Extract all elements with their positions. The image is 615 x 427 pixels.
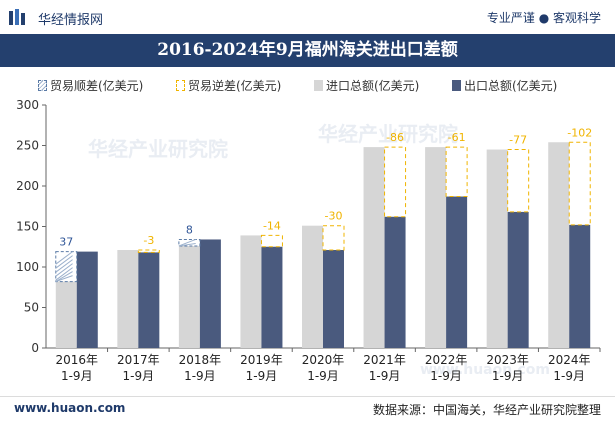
import-bar bbox=[55, 281, 77, 348]
x-category-label: 2017年 1-9月 bbox=[117, 353, 160, 383]
legend-label-deficit: 贸易逆差(亿美元) bbox=[188, 78, 282, 93]
x-category-label: 2023年 1-9月 bbox=[486, 353, 529, 383]
x-category-label: 2020年 1-9月 bbox=[302, 353, 345, 383]
balance-data-label: -3 bbox=[143, 234, 154, 247]
slogan: 专业严谨 ● 客观科学 bbox=[486, 11, 601, 25]
brand-name: 华经情报网 bbox=[38, 13, 104, 28]
balance-data-label: -102 bbox=[567, 126, 592, 139]
y-tick-label: 100 bbox=[16, 260, 39, 274]
balance-data-label: -30 bbox=[325, 210, 343, 223]
export-bar bbox=[446, 196, 468, 348]
x-category-label: 2016年 1-9月 bbox=[56, 353, 99, 383]
export-bar bbox=[384, 216, 406, 348]
deficit-box bbox=[322, 225, 345, 251]
brand-logo-icon bbox=[9, 9, 25, 25]
legend-item-surplus: 贸易顺差(亿美元) bbox=[38, 77, 143, 93]
legend-item-export: 出口总额(亿美元) bbox=[452, 77, 557, 93]
surplus-hatch bbox=[178, 242, 196, 247]
deficit-box bbox=[507, 149, 530, 213]
y-tick-label: 150 bbox=[16, 220, 39, 234]
footer-website: www.huaon.com bbox=[14, 401, 126, 415]
y-tick-label: 250 bbox=[16, 139, 39, 153]
y-tick-label: 50 bbox=[24, 301, 39, 315]
legend-label-import: 进口总额(亿美元) bbox=[326, 78, 420, 93]
import-bar bbox=[117, 249, 139, 348]
surplus-box bbox=[178, 238, 201, 247]
y-tick-label: 0 bbox=[31, 341, 39, 355]
surplus-hatch bbox=[55, 251, 73, 265]
surplus-hatch bbox=[55, 275, 73, 283]
import-bar bbox=[486, 149, 508, 348]
legend-label-surplus: 贸易顺差(亿美元) bbox=[50, 78, 144, 93]
x-category-label: 2024年 1-9月 bbox=[548, 353, 591, 383]
surplus-hatch bbox=[55, 271, 73, 283]
balance-data-label: 8 bbox=[186, 223, 193, 236]
y-tick-label: 200 bbox=[16, 179, 39, 193]
footer-source: 数据来源：中国海关，华经产业研究院整理 bbox=[372, 403, 601, 417]
export-bar bbox=[138, 252, 160, 348]
legend-swatch-deficit bbox=[176, 79, 185, 91]
export-bar bbox=[323, 249, 344, 348]
x-category-label: 2021年 1-9月 bbox=[363, 353, 406, 383]
deficit-box bbox=[384, 146, 407, 218]
surplus-hatch bbox=[55, 259, 73, 273]
deficit-box bbox=[445, 146, 468, 198]
deficit-box bbox=[568, 141, 591, 226]
export-bar bbox=[199, 239, 221, 348]
export-bar bbox=[76, 251, 98, 348]
export-bar bbox=[507, 211, 529, 348]
legend-swatch-export bbox=[452, 79, 461, 91]
legend-swatch-import bbox=[314, 79, 323, 91]
import-bar bbox=[178, 245, 200, 348]
footer-divider bbox=[0, 396, 615, 397]
surplus-hatch bbox=[178, 238, 196, 247]
top-bar: 华经情报网 专业严谨 ● 客观科学 bbox=[0, 0, 615, 34]
balance-data-label: -14 bbox=[263, 219, 281, 232]
balance-data-label: -77 bbox=[509, 134, 527, 147]
surplus-box bbox=[55, 251, 78, 283]
balance-data-label: -86 bbox=[386, 131, 404, 144]
balance-data-label: -61 bbox=[448, 131, 466, 144]
export-bar bbox=[569, 224, 591, 348]
deficit-box bbox=[137, 249, 160, 253]
import-bar bbox=[363, 147, 385, 348]
import-bar bbox=[425, 147, 447, 348]
legend: 贸易顺差(亿美元) 贸易逆差(亿美元) 进口总额(亿美元) 出口总额(亿美元) bbox=[38, 77, 598, 93]
balance-data-label: 37 bbox=[59, 236, 73, 249]
title-band bbox=[0, 34, 615, 67]
surplus-hatch bbox=[55, 263, 73, 277]
surplus-hatch bbox=[55, 267, 73, 281]
x-category-label: 2019年 1-9月 bbox=[240, 353, 283, 383]
import-bar bbox=[240, 235, 262, 348]
legend-item-deficit: 贸易逆差(亿美元) bbox=[176, 77, 281, 93]
x-category-label: 2018年 1-9月 bbox=[179, 353, 222, 383]
x-category-label: 2022年 1-9月 bbox=[425, 353, 468, 383]
legend-item-import: 进口总额(亿美元) bbox=[314, 77, 419, 93]
legend-swatch-surplus bbox=[38, 79, 47, 91]
surplus-hatch bbox=[55, 255, 73, 269]
legend-label-export: 出口总额(亿美元) bbox=[464, 78, 558, 93]
y-tick-label: 300 bbox=[16, 98, 39, 112]
chart-title: 2016-2024年9月福州海关进出口差额 bbox=[157, 40, 458, 60]
import-bar bbox=[548, 142, 570, 348]
export-bar bbox=[261, 246, 283, 348]
deficit-box bbox=[260, 234, 283, 248]
import-bar bbox=[302, 225, 323, 348]
